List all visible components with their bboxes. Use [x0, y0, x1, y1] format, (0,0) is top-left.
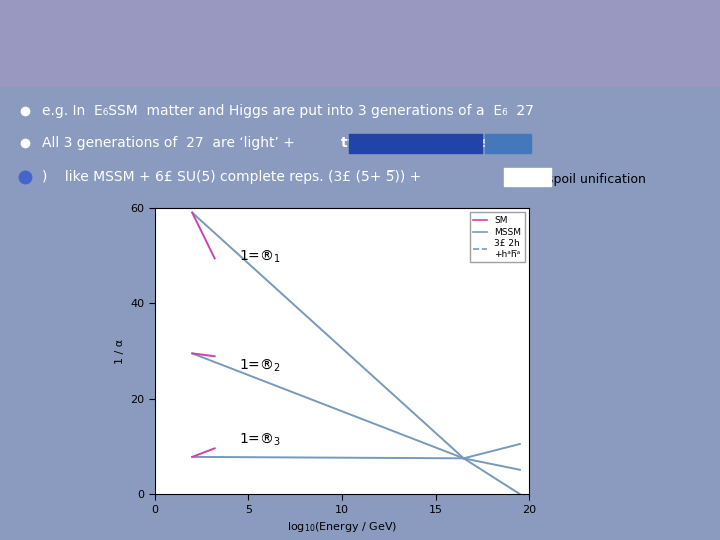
- Text: All 3 generations of  27  are ‘light’ +: All 3 generations of 27 are ‘light’ +: [42, 136, 299, 150]
- Text: spoil unification: spoil unification: [547, 173, 646, 186]
- Text: two extra doublets: two extra doublets: [341, 136, 490, 150]
- Text: e.g. In  E₆SSM  matter and Higgs are put into 3 generations of a  E₆  27: e.g. In E₆SSM matter and Higgs are put i…: [42, 104, 534, 118]
- Text: 1=®$_2$: 1=®$_2$: [239, 358, 281, 374]
- Text: 1=®$_3$: 1=®$_3$: [239, 432, 281, 448]
- Text: h°; h̅°: h°; h̅°: [488, 136, 528, 150]
- Text: 1=®$_1$: 1=®$_1$: [239, 248, 281, 265]
- Legend: SM, MSSM, 3£ 2h
+hᵃh̅ᵃ: SM, MSSM, 3£ 2h +hᵃh̅ᵃ: [469, 212, 525, 262]
- Y-axis label: 1 / α: 1 / α: [114, 339, 125, 363]
- X-axis label: $\mathregular{log_{10}}$(Energy / GeV): $\mathregular{log_{10}}$(Energy / GeV): [287, 520, 397, 534]
- Text: )    like MSSM + 6£ SU(5) complete reps. (3£ (5+ 5̅)) +: ) like MSSM + 6£ SU(5) complete reps. (3…: [42, 170, 426, 184]
- Text: T; T̅: T; T̅: [511, 170, 543, 185]
- Text: Unification in the ESSM: Unification in the ESSM: [172, 27, 548, 54]
- Text: 7 / 12: 7 / 12: [651, 16, 698, 34]
